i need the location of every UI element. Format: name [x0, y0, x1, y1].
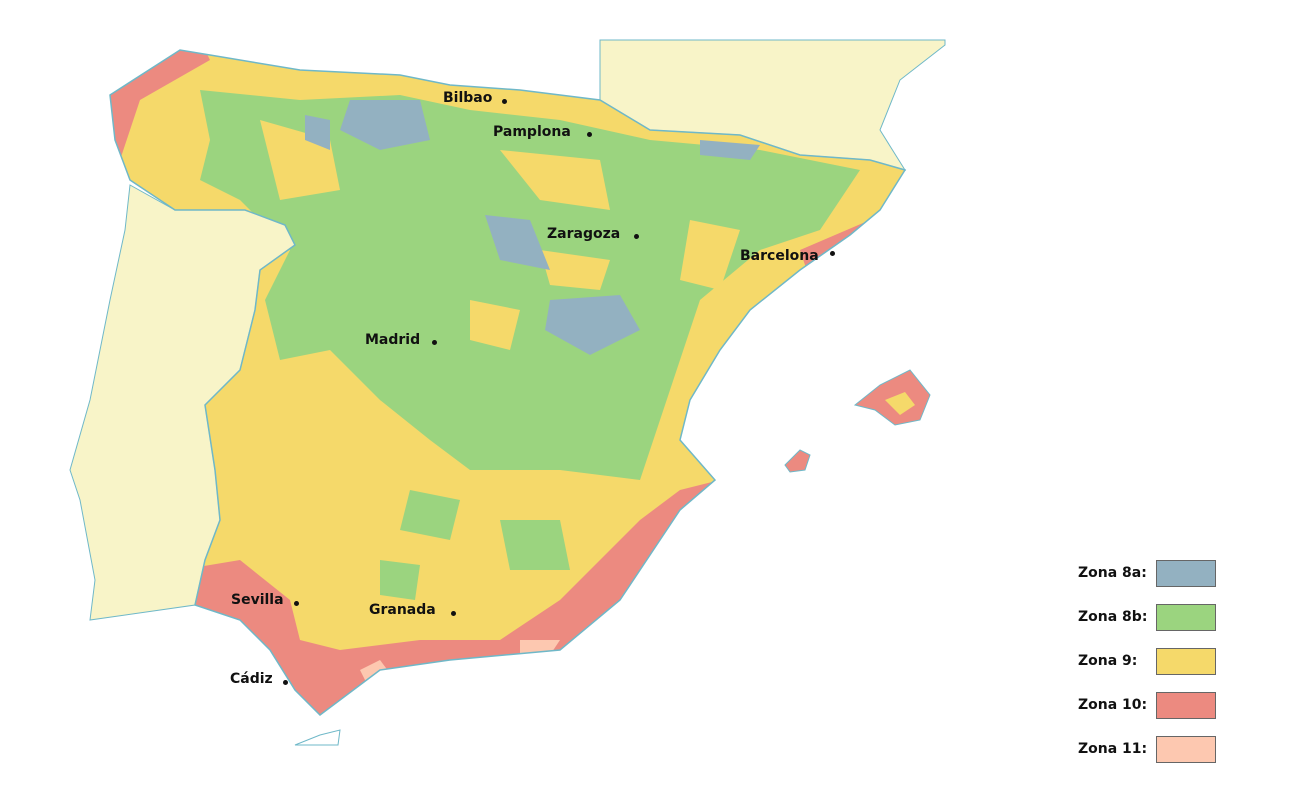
city-label-cadiz: Cádiz	[230, 671, 273, 687]
city-label-pamplona: Pamplona	[493, 124, 571, 140]
legend-label: Zona 11:	[1078, 741, 1148, 757]
legend-label: Zona 8a:	[1078, 565, 1147, 581]
legend: Zona 8a: Zona 8b: Zona 9: Zona 10: Zona …	[1078, 551, 1216, 771]
city-dot-cadiz	[283, 680, 288, 685]
city-label-zaragoza: Zaragoza	[547, 226, 621, 242]
legend-swatch	[1156, 559, 1216, 587]
city-dot-granada	[451, 611, 456, 616]
legend-label: Zona 10:	[1078, 697, 1148, 713]
spain-zones	[110, 50, 905, 715]
legend-item-zona-8b: Zona 8b:	[1078, 595, 1216, 639]
north-africa-coast	[294, 729, 341, 746]
city-dot-bilbao	[502, 99, 507, 104]
legend-swatch	[1156, 647, 1216, 675]
city-dot-pamplona	[587, 132, 592, 137]
legend-item-zona-10: Zona 10:	[1078, 683, 1216, 727]
ibiza	[784, 449, 811, 473]
legend-swatch	[1156, 691, 1216, 719]
zone-8a-area	[305, 100, 760, 355]
legend-swatch	[1156, 603, 1216, 631]
city-label-bilbao: Bilbao	[443, 90, 493, 106]
city-dot-madrid	[432, 340, 437, 345]
legend-item-zona-11: Zona 11:	[1078, 727, 1216, 771]
legend-item-zona-8a: Zona 8a:	[1078, 551, 1216, 595]
legend-label: Zona 8b:	[1078, 609, 1148, 625]
zone-8b-area	[200, 90, 860, 480]
city-label-barcelona: Barcelona	[740, 248, 819, 264]
legend-swatch	[1156, 735, 1216, 763]
legend-label: Zona 9:	[1078, 653, 1138, 669]
city-label-madrid: Madrid	[365, 332, 421, 348]
city-dot-sevilla	[294, 601, 299, 606]
city-label-sevilla: Sevilla	[231, 592, 284, 608]
city-label-granada: Granada	[369, 602, 436, 618]
city-dot-zaragoza	[634, 234, 639, 239]
legend-item-zona-9: Zona 9:	[1078, 639, 1216, 683]
city-dot-barcelona	[830, 251, 835, 256]
